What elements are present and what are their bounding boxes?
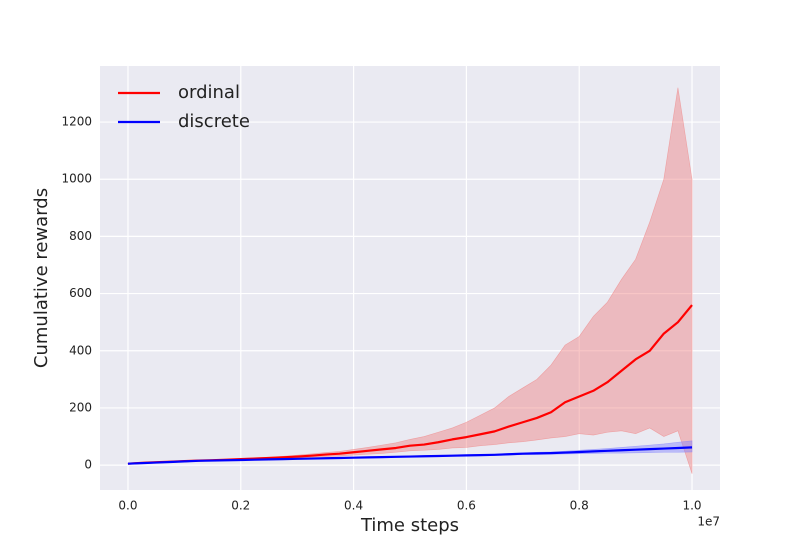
x-tick-label: 0.0 <box>118 499 137 513</box>
x-tick-label: 0.2 <box>231 499 250 513</box>
x-tick-label: 0.6 <box>457 499 476 513</box>
x-tick-label: 1.0 <box>682 499 701 513</box>
y-tick-label: 600 <box>69 286 92 300</box>
legend-label: ordinal <box>178 82 240 103</box>
x-offset-label: 1e7 <box>697 515 720 529</box>
y-axis-label: Cumulative rewards <box>31 188 52 368</box>
y-tick-label: 400 <box>69 343 92 357</box>
y-tick-label: 200 <box>69 400 92 414</box>
x-tick-label: 0.8 <box>570 499 589 513</box>
confidence-band <box>127 87 693 474</box>
legend-label: discrete <box>178 111 250 132</box>
plot-area <box>100 66 720 490</box>
y-tick-label: 0 <box>84 458 92 472</box>
y-tick-label: 800 <box>69 229 92 243</box>
y-tick-label: 1000 <box>61 172 92 186</box>
x-axis-label: Time steps <box>360 515 459 536</box>
x-tick-label: 0.4 <box>344 499 363 513</box>
series-line <box>127 446 693 465</box>
y-tick-label: 1200 <box>61 115 92 129</box>
